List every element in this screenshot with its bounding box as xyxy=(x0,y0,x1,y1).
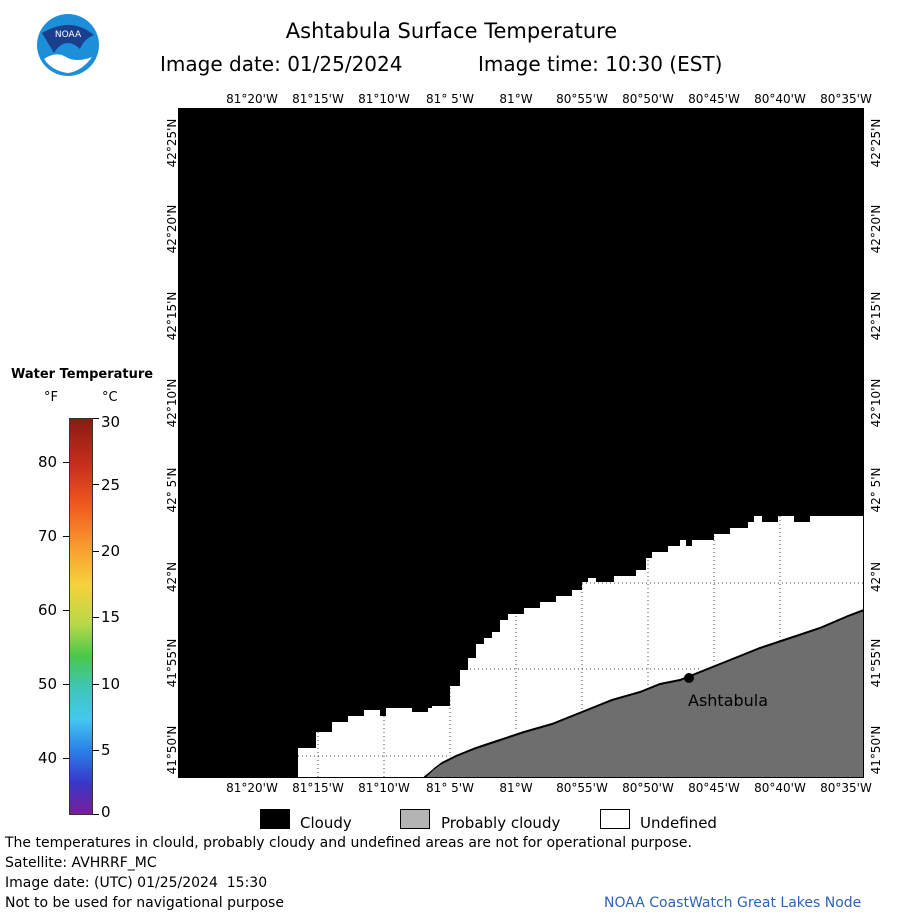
satellite-text: Satellite: AVHRRF_MC xyxy=(5,855,157,871)
celsius-tick: 30 xyxy=(101,413,121,431)
celsius-tick: 5 xyxy=(101,741,111,759)
lon-tick-top: 81°20'W xyxy=(226,92,278,106)
undefined-label: Undefined xyxy=(640,814,717,832)
lat-tick-right: 41°55'N xyxy=(869,638,883,688)
lon-tick-top: 81°10'W xyxy=(358,92,410,106)
lon-tick-top: 81°15'W xyxy=(292,92,344,106)
undefined-swatch xyxy=(600,809,630,829)
lon-tick-top: 81° 5'W xyxy=(426,92,474,106)
celsius-tick: 0 xyxy=(101,803,111,821)
lon-tick-bottom: 80°50'W xyxy=(622,781,674,795)
lon-tick-bottom: 81°W xyxy=(499,781,533,795)
cloudy-area xyxy=(178,108,864,778)
lon-tick-bottom: 81°10'W xyxy=(358,781,410,795)
map-frame xyxy=(178,108,864,778)
legend-unit-f: °F xyxy=(44,390,58,405)
lon-tick-bottom: 81°15'W xyxy=(292,781,344,795)
lon-tick-top: 80°35'W xyxy=(820,92,872,106)
celsius-tick: 20 xyxy=(101,542,121,560)
probably-cloudy-label: Probably cloudy xyxy=(441,814,561,832)
fahrenheit-tick: 60 xyxy=(38,601,58,619)
probably-cloudy-swatch xyxy=(400,809,430,829)
legend-ticks xyxy=(63,418,99,815)
lat-tick-right: 42°25'N xyxy=(869,118,883,168)
fahrenheit-tick: 40 xyxy=(38,749,58,767)
lon-tick-top: 80°45'W xyxy=(688,92,740,106)
cloudy-swatch xyxy=(260,809,290,829)
lat-tick-left: 42°15'N xyxy=(165,291,179,341)
lat-tick-right: 41°50'N xyxy=(869,725,883,775)
celsius-tick: 10 xyxy=(101,675,121,693)
lat-tick-right: 42°15'N xyxy=(869,291,883,341)
land-area xyxy=(422,608,864,778)
coastline xyxy=(425,606,864,775)
celsius-tick: 15 xyxy=(101,608,121,626)
legend-title: Water Temperature xyxy=(11,367,154,382)
credit-text: NOAA CoastWatch Great Lakes Node xyxy=(604,895,862,911)
lat-tick-left: 42°25'N xyxy=(165,118,179,168)
image-time: Image time: 10:30 (EST) xyxy=(478,52,723,76)
lon-tick-bottom: 80°40'W xyxy=(754,781,806,795)
legend-unit-c: °C xyxy=(102,390,118,405)
lat-tick-right: 42°20'N xyxy=(869,204,883,254)
page-title: Ashtabula Surface Temperature xyxy=(285,19,618,43)
lon-tick-top: 80°40'W xyxy=(754,92,806,106)
lon-tick-top: 80°55'W xyxy=(556,92,608,106)
lat-tick-right: 42°10'N xyxy=(869,378,883,428)
lat-tick-left: 42°N xyxy=(165,561,179,593)
fahrenheit-tick: 70 xyxy=(38,527,58,545)
image-date: Image date: 01/25/2024 xyxy=(160,52,403,76)
lon-tick-top: 81°W xyxy=(499,92,533,106)
lon-tick-bottom: 80°55'W xyxy=(556,781,608,795)
lat-tick-left: 42°20'N xyxy=(165,204,179,254)
lat-tick-right: 42° 5'N xyxy=(869,467,883,513)
lon-tick-bottom: 80°45'W xyxy=(688,781,740,795)
lat-tick-left: 42° 5'N xyxy=(165,467,179,513)
warning-text: The temperatures in clould, probably clo… xyxy=(5,835,692,851)
lat-tick-right: 42°N xyxy=(869,561,883,593)
lon-tick-bottom: 81° 5'W xyxy=(426,781,474,795)
fahrenheit-tick: 50 xyxy=(38,675,58,693)
lon-tick-bottom: 81°20'W xyxy=(226,781,278,795)
logo-text: NOAA xyxy=(55,30,82,40)
cloudy-label: Cloudy xyxy=(300,814,352,832)
temperature-color-bar xyxy=(69,418,93,815)
city-label: Ashtabula xyxy=(688,691,769,710)
noaa-logo: NOAA xyxy=(37,14,99,76)
lon-tick-bottom: 80°35'W xyxy=(820,781,872,795)
ashtabula-marker xyxy=(684,673,694,683)
lat-tick-left: 41°55'N xyxy=(165,638,179,688)
lon-tick-top: 80°50'W xyxy=(622,92,674,106)
map-panel xyxy=(178,108,864,778)
celsius-tick: 25 xyxy=(101,476,121,494)
lat-tick-left: 42°10'N xyxy=(165,378,179,428)
lat-tick-left: 41°50'N xyxy=(165,725,179,775)
utc-date-text: Image date: (UTC) 01/25/2024 15:30 xyxy=(5,875,268,891)
fahrenheit-tick: 80 xyxy=(38,453,58,471)
navigation-warning: Not to be used for navigational purpose xyxy=(5,895,284,911)
